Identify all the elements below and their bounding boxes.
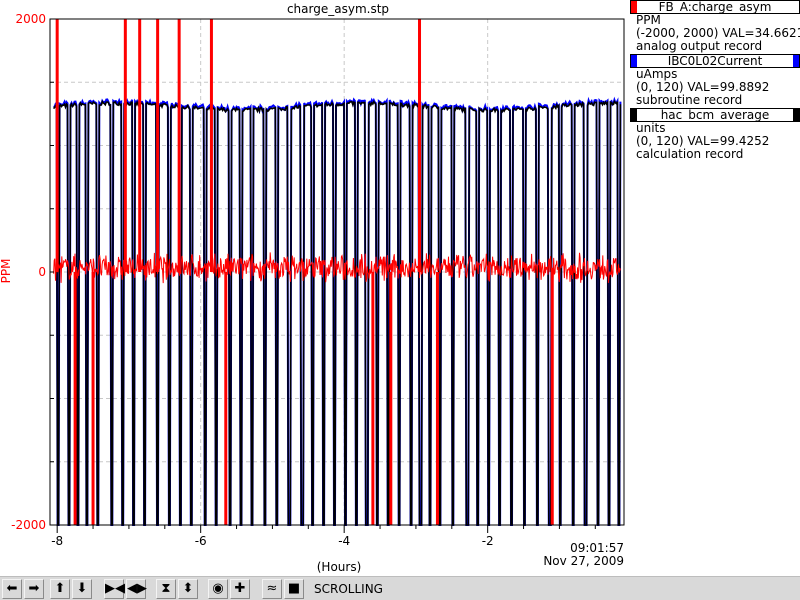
legend-entry-bcm-average[interactable]: hac_bcm_average units (0, 120) VAL=99.42… bbox=[630, 108, 800, 161]
legend-range-value: (0, 120) VAL=99.4252 bbox=[636, 134, 770, 148]
stop-icon[interactable]: ■ bbox=[284, 579, 304, 599]
legend-entry-charge-asym[interactable]: FB_A:charge_asym PPM (-2000, 2000) VAL=3… bbox=[630, 0, 800, 53]
legend: FB_A:charge_asym PPM (-2000, 2000) VAL=3… bbox=[630, 0, 800, 162]
x-axis-label: (Hours) bbox=[317, 560, 362, 574]
legend-record-type: subroutine record bbox=[636, 93, 743, 107]
toolbar: ⬅ ➡ ⬆ ⬇ ▶◀ ◀▶ ⧗ ⬍ ◉ ✚ ≈ ■ SCROLLING bbox=[0, 576, 800, 600]
x-tick-label: -6 bbox=[195, 534, 207, 548]
legend-swatch bbox=[631, 1, 637, 13]
plot-area bbox=[52, 19, 622, 526]
zoom-out-y-icon[interactable]: ⬍ bbox=[178, 579, 198, 599]
series-hac-bcm-average bbox=[52, 99, 622, 526]
pan-left-icon[interactable]: ⬅ bbox=[2, 579, 22, 599]
legend-units: units bbox=[636, 121, 666, 135]
legend-record-type: calculation record bbox=[636, 147, 744, 161]
y-axis-label: PPM bbox=[0, 259, 13, 284]
legend-units: uAmps bbox=[636, 67, 678, 81]
zoom-in-y-icon[interactable]: ⧗ bbox=[156, 579, 176, 599]
legend-swatch bbox=[631, 55, 637, 67]
x-tick-label: -2 bbox=[482, 534, 494, 548]
zoom-in-x-icon[interactable]: ▶◀ bbox=[104, 579, 125, 599]
pan-right-icon[interactable]: ➡ bbox=[24, 579, 44, 599]
legend-swatch bbox=[793, 109, 799, 121]
legend-units: PPM bbox=[636, 13, 661, 27]
scroll-mode-icon[interactable]: ≈ bbox=[262, 579, 282, 599]
mode-label: SCROLLING bbox=[314, 582, 383, 596]
time-label: 09:01:57 bbox=[570, 541, 624, 555]
x-axis: -8 -6 -4 -2 bbox=[51, 525, 596, 548]
legend-record-type: analog output record bbox=[636, 39, 763, 53]
pan-up-icon[interactable]: ⬆ bbox=[50, 579, 70, 599]
zoom-icon[interactable]: ◉ bbox=[208, 579, 228, 599]
date-label: Nov 27, 2009 bbox=[543, 554, 624, 568]
y-axis: 2000 0 -2000 bbox=[11, 12, 54, 532]
legend-series-name: FB_A:charge_asym bbox=[658, 0, 772, 14]
legend-swatch bbox=[631, 109, 637, 121]
y-tick-label: 2000 bbox=[15, 12, 46, 26]
legend-range-value: (0, 120) VAL=99.8892 bbox=[636, 80, 770, 94]
x-tick-label: -8 bbox=[51, 534, 63, 548]
add-icon[interactable]: ✚ bbox=[230, 579, 250, 599]
x-tick-label: -4 bbox=[338, 534, 350, 548]
y-tick-label: 0 bbox=[38, 265, 46, 279]
legend-header[interactable]: hac_bcm_average bbox=[630, 108, 800, 122]
legend-header[interactable]: FB_A:charge_asym bbox=[630, 0, 800, 14]
legend-series-name: IBC0L02Current bbox=[667, 54, 763, 68]
series-fb-a-charge-asym bbox=[53, 252, 621, 284]
zoom-out-x-icon[interactable]: ◀▶ bbox=[126, 579, 147, 599]
legend-series-name: hac_bcm_average bbox=[660, 108, 770, 122]
y-tick-label: -2000 bbox=[11, 518, 46, 532]
legend-header[interactable]: IBC0L02Current bbox=[630, 54, 800, 68]
chart-title: charge_asym.stp bbox=[287, 2, 389, 16]
legend-entry-ibc-current[interactable]: IBC0L02Current uAmps (0, 120) VAL=99.889… bbox=[630, 54, 800, 107]
legend-swatch bbox=[793, 55, 799, 67]
legend-range-value: (-2000, 2000) VAL=34.6621 bbox=[636, 26, 800, 40]
pan-down-icon[interactable]: ⬇ bbox=[72, 579, 92, 599]
